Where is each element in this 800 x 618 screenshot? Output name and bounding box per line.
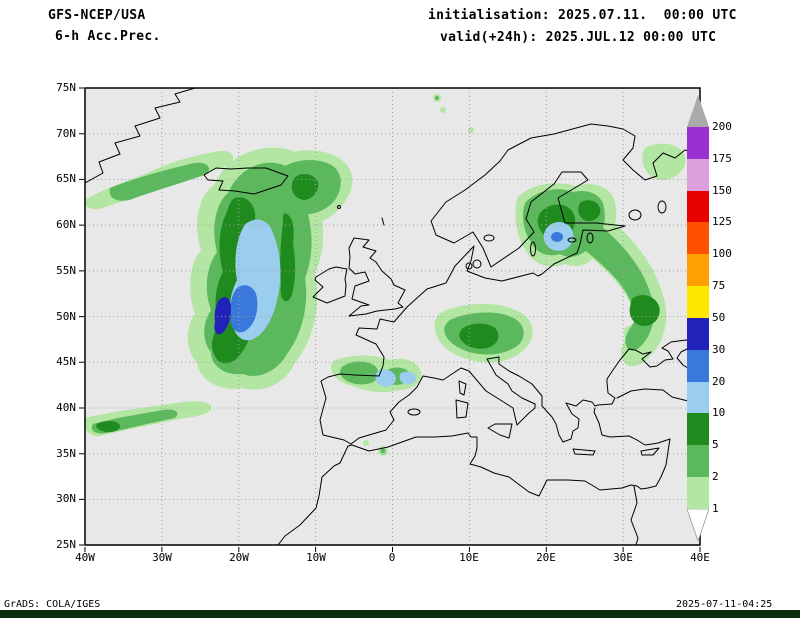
colorbar-label: 1 xyxy=(712,502,719,515)
colorbar-segment xyxy=(687,158,709,191)
colorbar-segment xyxy=(687,190,709,223)
colorbar-over-arrow xyxy=(687,95,709,127)
lon-label: 30W xyxy=(152,551,172,564)
colorbar-segment xyxy=(687,317,709,350)
bottom-bar xyxy=(0,610,800,618)
colorbar-under-arrow xyxy=(687,509,709,541)
map-canvas xyxy=(79,87,701,552)
lon-label: 40W xyxy=(75,551,95,564)
lat-label: 35N xyxy=(56,447,76,460)
lon-label: 20W xyxy=(229,551,249,564)
colorbar-label: 50 xyxy=(712,311,726,324)
colorbar-label: 20 xyxy=(712,375,726,388)
product-title: 6-h Acc.Prec. xyxy=(55,29,161,44)
colorbar-segment xyxy=(687,413,709,446)
colorbar-segment xyxy=(687,254,709,287)
lon-label: 40E xyxy=(690,551,710,564)
colorbar-label: 125 xyxy=(712,215,732,228)
colorbar xyxy=(687,127,709,509)
lat-label: 65N xyxy=(56,172,76,185)
lat-label: 60N xyxy=(56,218,76,231)
colorbar-segment xyxy=(687,222,709,255)
colorbar-label: 75 xyxy=(712,279,726,292)
lat-ticks xyxy=(79,87,84,546)
colorbar-segment xyxy=(687,381,709,414)
lon-label: 10E xyxy=(459,551,479,564)
precip-shading-level5 xyxy=(230,232,563,333)
lon-label: 10W xyxy=(306,551,326,564)
colorbar-label: 5 xyxy=(712,438,719,451)
model-title: GFS-NCEP/USA xyxy=(48,8,146,23)
init-time-label: initialisation: 2025.07.11. 00:00 UTC xyxy=(428,8,737,23)
lon-ticks xyxy=(84,547,701,552)
graticule xyxy=(85,88,700,545)
lat-label: 25N xyxy=(56,538,76,551)
precip-shading-level6 xyxy=(214,297,231,335)
lon-label: 30E xyxy=(613,551,633,564)
lat-label: 70N xyxy=(56,127,76,140)
lat-label: 40N xyxy=(56,401,76,414)
valid-time-label: valid(+24h): 2025.JUL.12 00:00 UTC xyxy=(440,30,717,45)
colorbar-label: 10 xyxy=(712,406,726,419)
colorbar-label: 150 xyxy=(712,184,732,197)
generation-timestamp: 2025-07-11-04:25 xyxy=(676,599,773,610)
colorbar-label: 175 xyxy=(712,152,732,165)
lon-label: 20E xyxy=(536,551,556,564)
colorbar-label: 2 xyxy=(712,470,719,483)
colorbar-label: 30 xyxy=(712,343,726,356)
lat-label: 75N xyxy=(56,81,76,94)
colorbar-segment xyxy=(687,445,709,478)
colorbar-segment xyxy=(687,286,709,318)
colorbar-label: 100 xyxy=(712,247,732,260)
lat-label: 45N xyxy=(56,355,76,368)
grads-credit: GrADS: COLA/IGES xyxy=(4,599,101,610)
colorbar-segment xyxy=(687,349,709,382)
lon-label: 0 xyxy=(388,551,396,564)
lat-label: 30N xyxy=(56,492,76,505)
colorbar-label: 200 xyxy=(712,120,732,133)
lat-label: 55N xyxy=(56,264,76,277)
lat-label: 50N xyxy=(56,310,76,323)
colorbar-segment xyxy=(687,127,709,159)
colorbar-segment xyxy=(687,477,709,509)
